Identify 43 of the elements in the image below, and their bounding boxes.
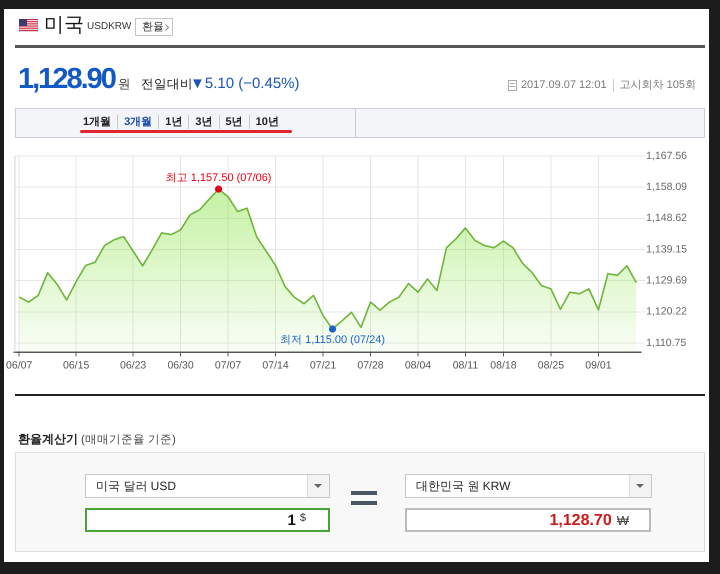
annotation: 최고 1,157.50 (07/06) [166, 172, 272, 184]
text: 3개월 [117, 115, 158, 129]
text: 2017.09.07 12:01 [520, 79, 608, 92]
x-tick-label: 09/01 [585, 360, 612, 372]
text: 1,128.90 [18, 62, 115, 96]
text: ▼5.10 (−0.45%) [190, 74, 300, 93]
x-tick-label: 06/23 [120, 360, 146, 372]
x-tick-label: 07/07 [214, 360, 242, 372]
x-tick-label: 07/14 [262, 360, 289, 372]
text: 1개월 [82, 115, 112, 129]
x-tick-label: 07/21 [310, 360, 336, 372]
y-tick-label: 1,120.22 [646, 306, 688, 318]
x-tick-label: 06/15 [63, 360, 90, 372]
currency-select: 미국 달러 USD [85, 474, 330, 498]
x-tick-label: 08/04 [404, 360, 432, 372]
text: 환율계산기 [18, 431, 78, 448]
text: 전일대비 [141, 76, 193, 93]
x-tick-label: 06/30 [167, 360, 194, 372]
y-tick-label: 1,148.62 [646, 212, 688, 224]
x-tick-label: 08/18 [490, 360, 517, 372]
currency-select: 대한민국 원 KRW [405, 474, 652, 498]
amount-field: 1,128.70 ₩ [405, 508, 651, 532]
text: 3년 [188, 115, 218, 129]
chart-subtitle: USDKRW [87, 20, 132, 34]
x-tick-label: 08/25 [538, 360, 564, 372]
text: 5년 [218, 115, 249, 129]
y-tick-label: 1,158.09 [646, 181, 688, 194]
annotation: 최저 1,115.00 (07/24) [280, 334, 386, 346]
text: (매매기준율 기준) [81, 433, 176, 447]
text: 1년 [158, 115, 188, 129]
text: 고시회차 105회 [612, 79, 696, 92]
y-tick-label: 1,129.69 [646, 274, 688, 287]
y-tick-label: 1,110.75 [646, 336, 686, 349]
y-tick-label: 1,139.15 [646, 243, 688, 256]
text: 10년 [248, 115, 285, 129]
amount-field: 1 $ [85, 508, 330, 532]
text: 원 [118, 76, 131, 92]
x-tick-label: 07/28 [357, 360, 384, 372]
x-tick-label: 08/11 [452, 360, 478, 372]
chart-title: 미국 [44, 14, 84, 37]
x-tick-label: 06/07 [6, 360, 32, 372]
y-tick-label: 1,167.56 [646, 150, 688, 162]
rate-button: 환율 [135, 18, 173, 36]
